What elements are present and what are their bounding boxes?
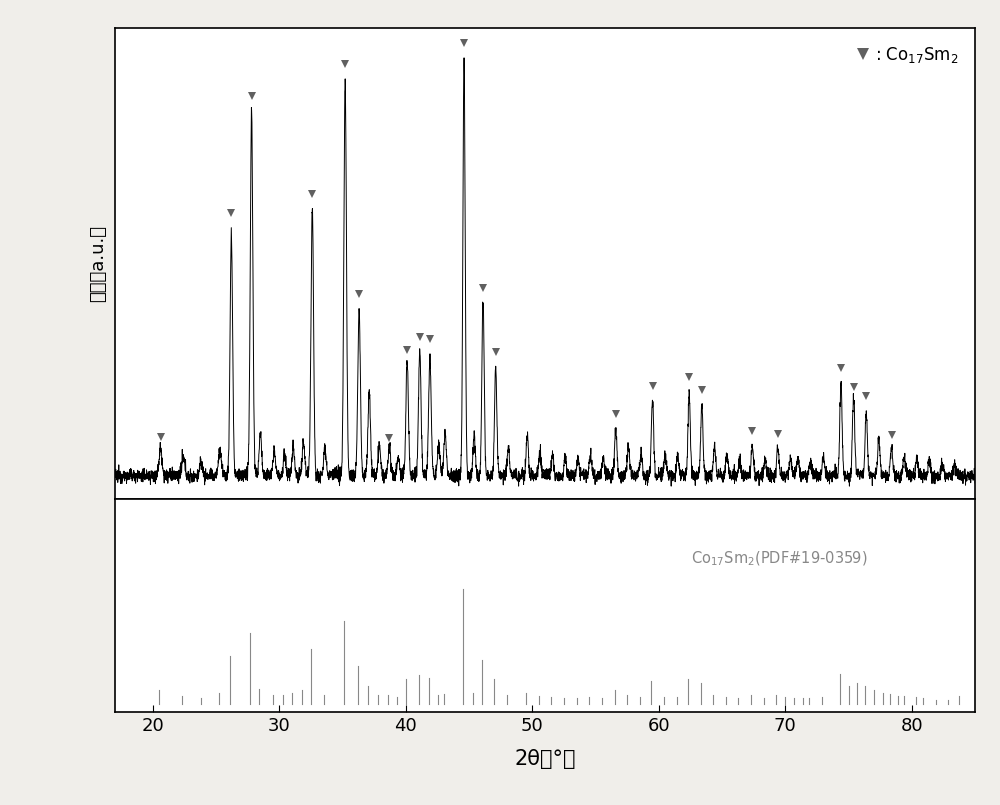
Legend: : Co$_{17}$Sm$_{2}$: : Co$_{17}$Sm$_{2}$ (848, 36, 967, 73)
Text: 2θ（°）: 2θ（°） (514, 749, 576, 769)
Y-axis label: 强度（a.u.）: 强度（a.u.） (89, 225, 107, 302)
Text: Co$_{17}$Sm$_{2}$(PDF#19-0359): Co$_{17}$Sm$_{2}$(PDF#19-0359) (691, 549, 868, 568)
